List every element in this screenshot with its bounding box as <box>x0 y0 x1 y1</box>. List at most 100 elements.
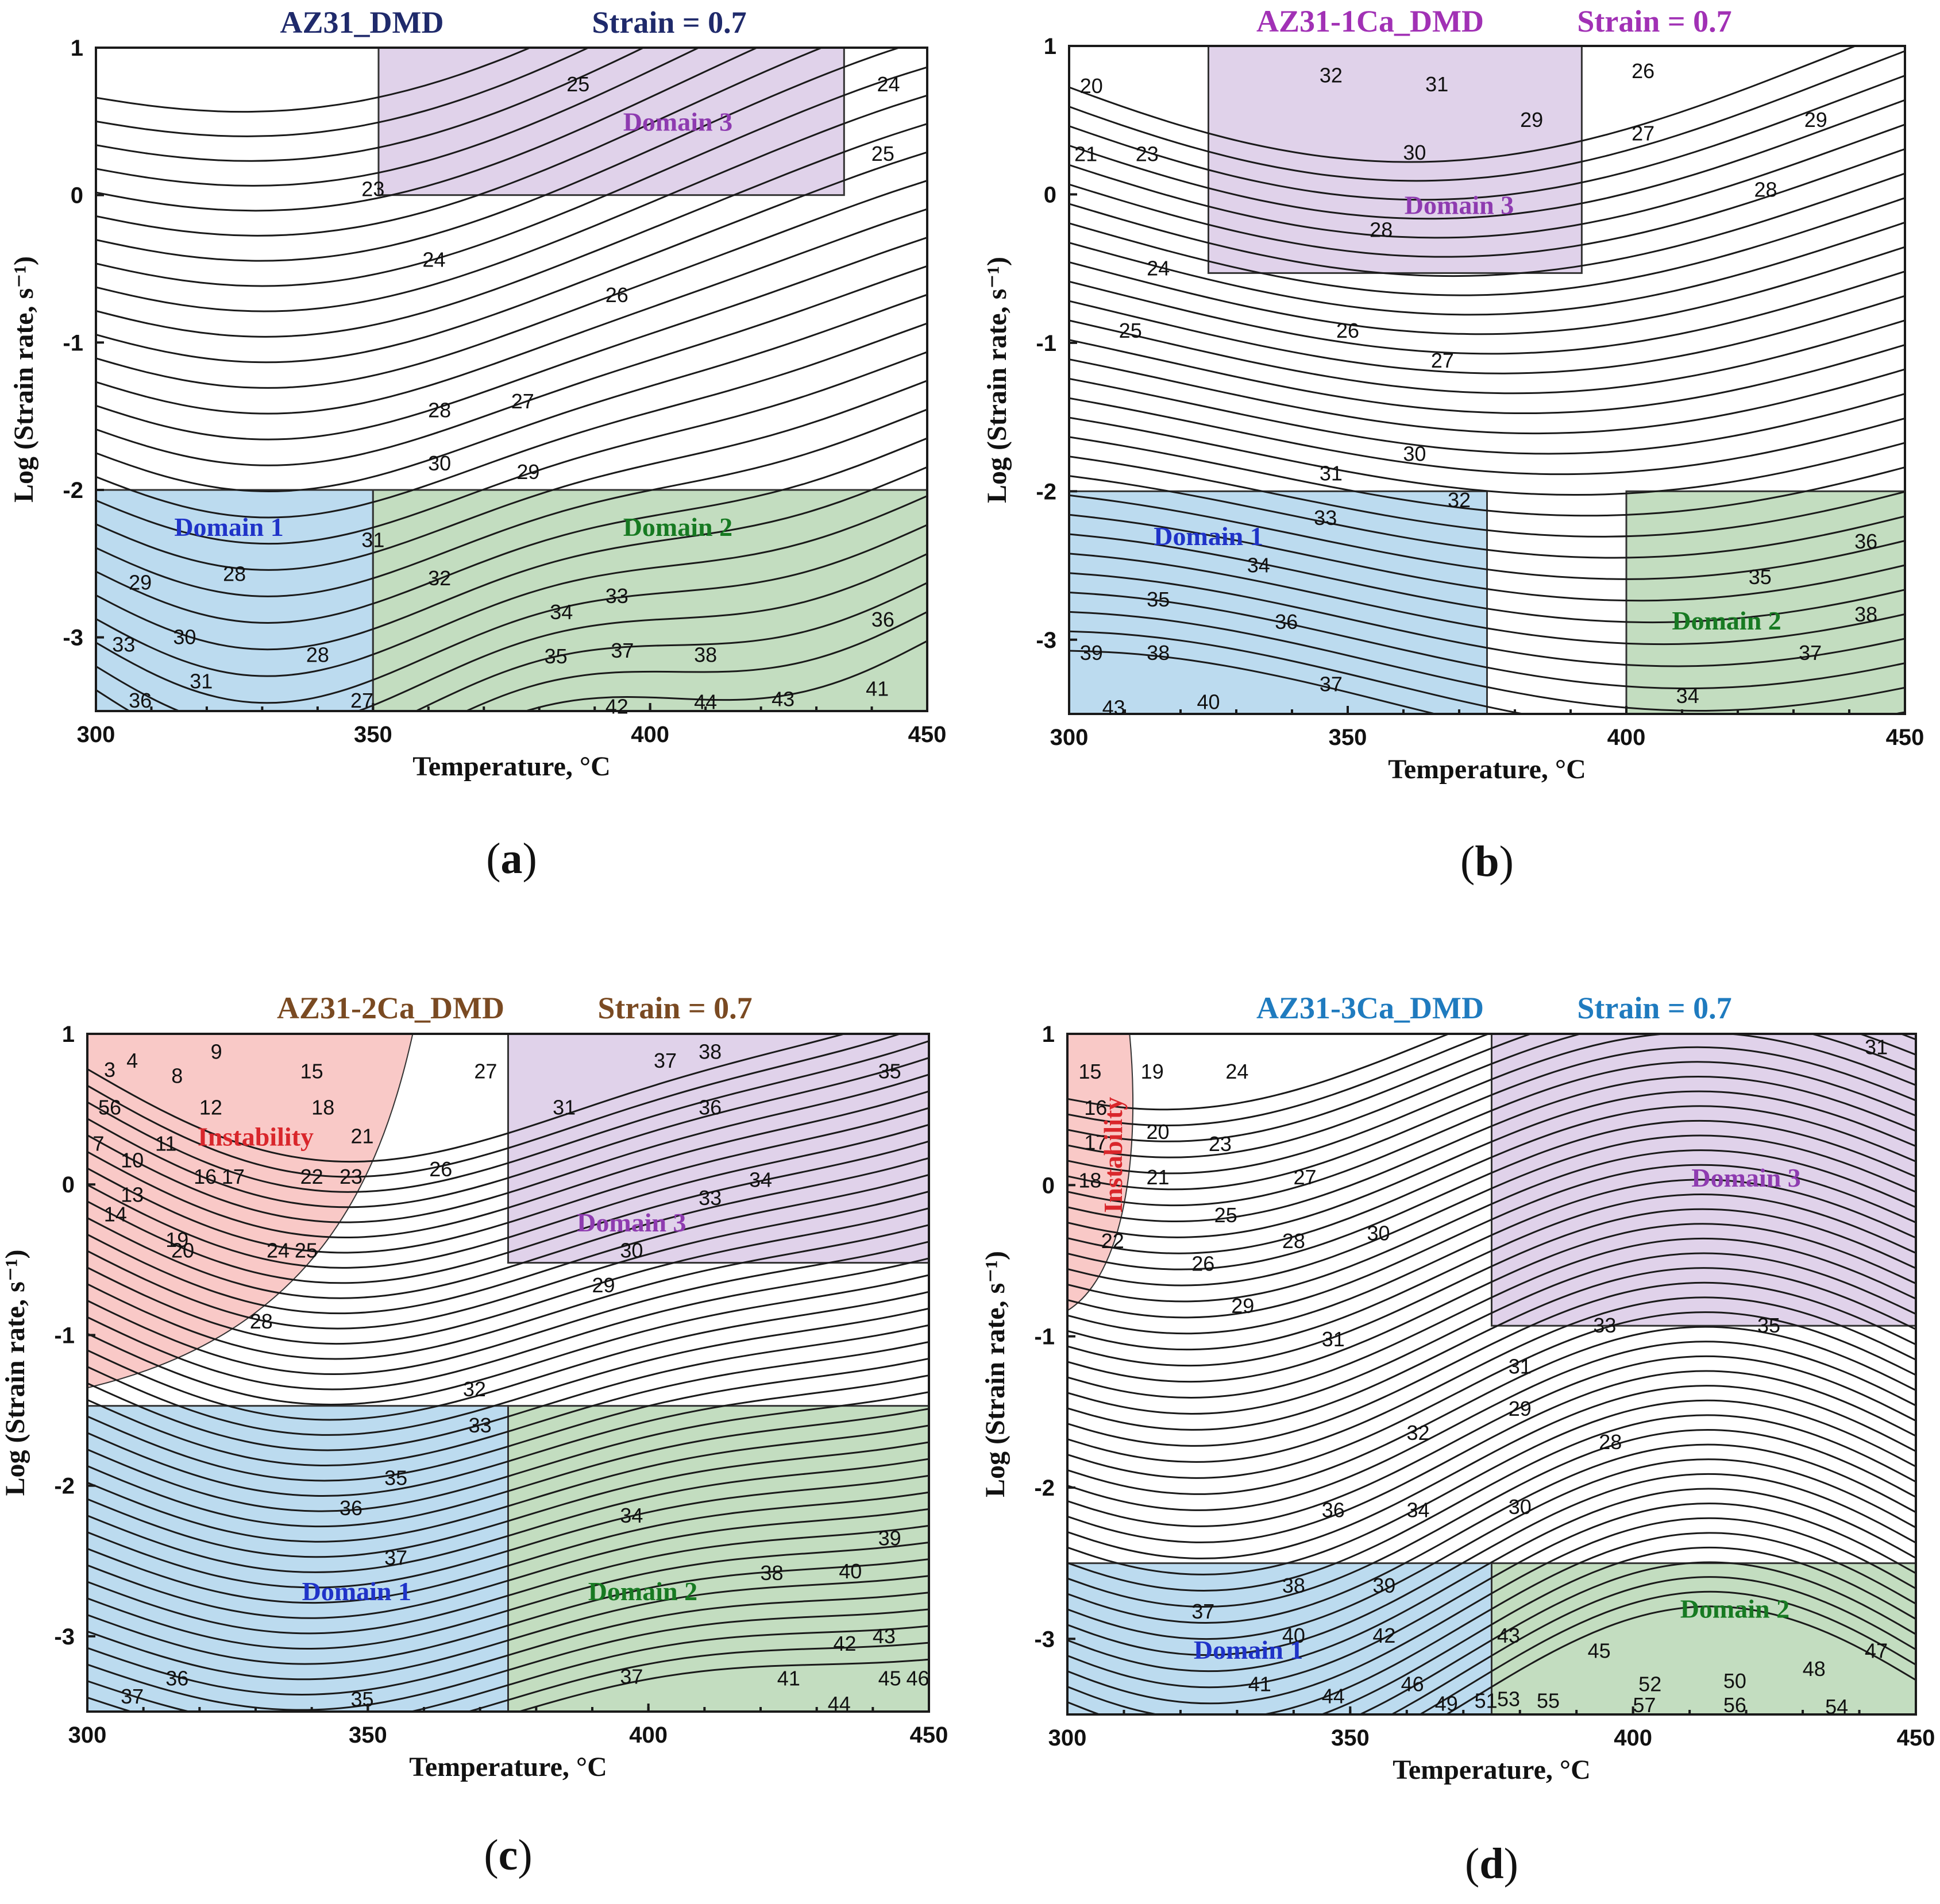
contour-label: 31 <box>190 670 213 693</box>
y-tick-label: -2 <box>54 1474 75 1499</box>
contour-line <box>1067 1090 1916 1238</box>
contour-label: 39 <box>1372 1574 1395 1597</box>
chart-panel-a: 25 24 25 23 24 26 27 28 30 29 31 32 28 29 33 34 36 30 33 28… <box>9 5 946 883</box>
contour-label: 32 <box>1448 488 1471 512</box>
contour-line <box>1067 1385 1916 1559</box>
contour-line <box>87 1123 929 1269</box>
y-tick-label: -3 <box>63 625 83 651</box>
contour-line <box>1067 1488 1916 1673</box>
contour-line <box>1069 572 1905 667</box>
x-tick-label: 450 <box>1886 725 1924 750</box>
contour-label: 8 <box>171 1064 183 1087</box>
chart-subtitle: Strain = 0.7 <box>597 991 752 1025</box>
contour-label: 23 <box>1136 142 1159 166</box>
contour-label: 43 <box>1497 1624 1520 1647</box>
contour-line <box>1067 1503 1916 1689</box>
x-axis-label: Temperature, °C <box>412 751 610 782</box>
contour-line <box>1067 1034 1916 1127</box>
contour-line <box>1067 1341 1916 1511</box>
contour-label: 28 <box>1282 1229 1305 1253</box>
y-tick-label: 1 <box>71 36 83 61</box>
x-tick-label: 300 <box>1050 725 1089 750</box>
contour-label: 18 <box>311 1095 334 1119</box>
contour-line <box>1067 1034 1451 1111</box>
contour-label: 7 <box>93 1131 105 1155</box>
contour-line <box>87 1241 929 1375</box>
panel-label: (c) <box>484 1831 532 1879</box>
y-tick-label: 1 <box>1044 34 1056 59</box>
contour-label: 20 <box>1147 1120 1170 1144</box>
contour-label: 34 <box>620 1504 643 1527</box>
contour-line <box>1067 1223 1916 1383</box>
region-domain1 <box>86 1405 509 1713</box>
contour-label: 38 <box>761 1561 784 1585</box>
contour-line <box>87 1542 929 1650</box>
contour-label: 25 <box>295 1239 318 1262</box>
contour-label: 54 <box>1825 1695 1848 1718</box>
contour-line <box>96 322 927 519</box>
panel-label: (d) <box>1465 1840 1518 1888</box>
x-tick-label: 450 <box>1897 1725 1935 1751</box>
contour-label: 45 <box>878 1666 901 1690</box>
contour-label: 27 <box>474 1060 497 1083</box>
contour-label: 28 <box>1754 178 1777 202</box>
contour-label: 41 <box>866 677 889 701</box>
contour-label: 42 <box>1372 1624 1395 1647</box>
y-tick-label: -3 <box>1036 628 1056 653</box>
x-tick-label: 350 <box>349 1723 387 1748</box>
contour-label: 37 <box>1799 641 1822 665</box>
contour-label: 38 <box>1282 1574 1305 1597</box>
contour-label: 12 <box>199 1095 222 1119</box>
contour-line <box>1069 172 1905 277</box>
contour-label: 36 <box>129 689 152 712</box>
contour-line <box>96 582 927 711</box>
contour-label: 35 <box>545 644 568 668</box>
contour-line <box>1067 1149 1916 1303</box>
contour-line <box>87 1374 929 1497</box>
contour-label: 33 <box>1593 1314 1616 1337</box>
contour-line <box>1069 123 1905 239</box>
contour-line <box>1069 339 1905 415</box>
contour-line <box>96 495 927 677</box>
contour-label: 39 <box>1080 641 1103 665</box>
contour-line <box>87 1107 929 1254</box>
contour-line <box>1418 1590 1916 1714</box>
y-axis-label: Log (Strain rate, s⁻¹) <box>982 257 1012 503</box>
chart-subtitle: Strain = 0.7 <box>592 5 746 40</box>
contour-line <box>1069 148 1905 258</box>
contour-line <box>1069 50 1905 182</box>
region-label-instability: Instability <box>1098 1097 1128 1213</box>
contour-label: 50 <box>1723 1669 1746 1693</box>
contour-label: 13 <box>121 1183 144 1207</box>
chart-subtitle: Strain = 0.7 <box>1577 991 1731 1025</box>
contour-label: 26 <box>429 1157 452 1181</box>
contour-line <box>87 1408 929 1528</box>
contour-line <box>87 1207 929 1345</box>
region-label-domain3: Domain 3 <box>623 107 732 136</box>
contour-label: 26 <box>605 283 628 307</box>
region-label-domain3: Domain 3 <box>1691 1163 1800 1192</box>
contour-label: 27 <box>511 389 534 413</box>
contour-line <box>87 1073 929 1223</box>
contour-line <box>96 151 927 364</box>
contour-line <box>87 1508 929 1619</box>
contour-label: 17 <box>1084 1131 1107 1154</box>
x-axis-label: Temperature, °C <box>1393 1755 1590 1785</box>
contour-label: 29 <box>129 571 152 594</box>
contour-label: 35 <box>878 1060 901 1083</box>
contour-label: 15 <box>300 1060 323 1083</box>
contour-line <box>87 1458 929 1573</box>
y-tick-label: -1 <box>1036 331 1056 356</box>
contour-line <box>87 1357 929 1482</box>
contour-label: 28 <box>1370 218 1393 241</box>
contour-label: 20 <box>1080 74 1103 98</box>
plot-border <box>95 47 928 712</box>
contour-line <box>87 1057 929 1208</box>
contour-label: 33 <box>605 584 628 608</box>
region-label-domain3: Domain 3 <box>1405 191 1514 220</box>
region-domain2 <box>507 1405 930 1713</box>
contour-line <box>464 611 927 711</box>
contour-label: 10 <box>121 1148 144 1172</box>
region-label-domain1: Domain 1 <box>1194 1635 1303 1664</box>
